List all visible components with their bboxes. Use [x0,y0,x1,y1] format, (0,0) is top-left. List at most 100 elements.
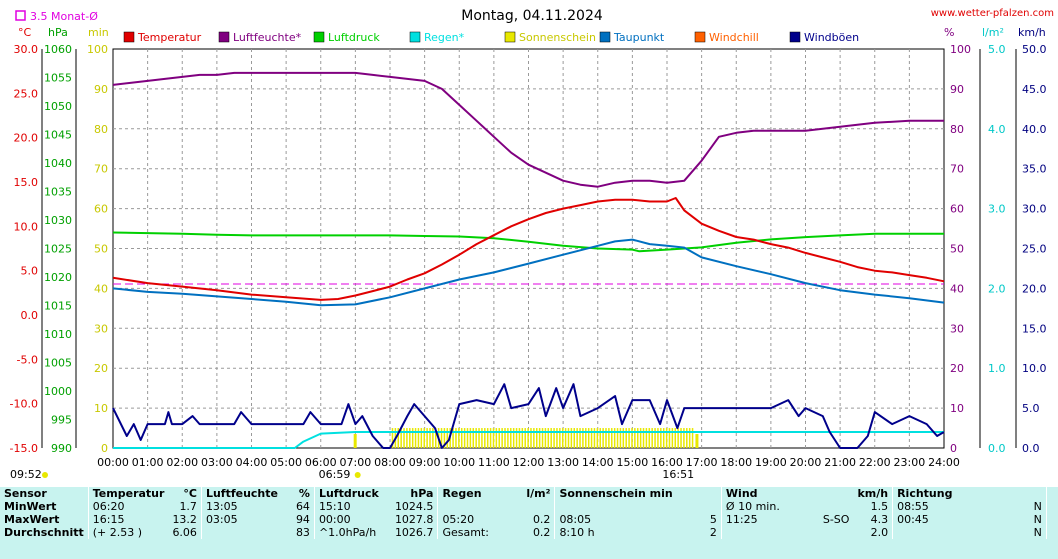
wind-tick-label: 5.0 [1022,402,1040,415]
sunshine-tick-label: 70 [94,163,108,176]
sunshine-bar [446,428,449,448]
sunshine-bar [680,428,682,448]
sunshine-bar [538,428,541,448]
humidity-tick-label: 100 [950,43,971,56]
x-tick-label: 16:00 [651,456,683,469]
sunshine-bar [636,428,639,448]
legend-label: Sonnenschein [519,31,596,44]
cell-t-time: (+ 2.53 ) [87,526,169,539]
x-tick-label: 12:00 [513,456,545,469]
sunshine-bar [631,428,633,448]
humidity-tick-label: 80 [950,123,964,136]
series-regen [113,431,944,449]
sunshine-bar [677,428,679,448]
sunshine-bar [495,428,498,448]
pressure-tick-label: 1015 [44,300,72,313]
sunshine-bar [564,428,567,448]
cell-t-val: 6.06 [172,526,197,539]
chart-title: Montag, 04.11.2024 [461,8,603,24]
sunshine-bar [504,428,506,448]
cell-label: MinWert [4,500,57,513]
cell-w-val: 4.3 [870,513,889,526]
sunshine-bar [686,428,688,448]
sunshine-bar [515,428,518,448]
sunshine-bar [561,428,564,448]
unit-temp: °C [18,26,32,39]
cell-p-val: 1024.5 [394,500,434,513]
sunshine-bar [579,428,581,448]
hdr-pressure-unit: hPa [410,487,434,500]
sunshine-bar [397,428,400,448]
monthly-avg-label: 3.5 Monat-Ø [30,10,98,23]
cell-h-val: 94 [295,513,310,526]
sunshine-bar [391,428,394,448]
sunshine-bar [411,428,414,448]
legend-swatch [694,31,706,43]
sunshine-bar [429,428,431,448]
pressure-tick-label: 1060 [44,43,72,56]
sunshine-bar [414,428,417,448]
sunshine-bar [518,428,521,448]
site-link: www.wetter-pfalzen.com [931,8,1054,19]
cell-label: MaxWert [4,513,60,526]
sunshine-tick-label: 80 [94,123,108,136]
sunshine-bar [501,428,503,448]
cell-d-time [892,526,1002,539]
pressure-tick-label: 1030 [44,214,72,227]
wind-tick-label: 15.0 [1022,322,1047,335]
cell-d-val: N [1033,500,1042,513]
temperature-tick-label: 25.0 [14,87,39,100]
rain-tick-label: 5.0 [988,43,1006,56]
sunshine-bar [536,428,538,448]
sunshine-bar [486,428,489,448]
hdr-rain: Regen [437,487,517,500]
cell-s-val [678,500,722,513]
x-tick-label: 05:00 [270,456,302,469]
temperature-tick-label: 30.0 [14,43,39,56]
temperature-tick-label: 20.0 [14,132,39,145]
x-tick-label: 04:00 [236,456,268,469]
sunrise-marker [353,434,357,448]
summary-row-avg: Durchschnitt (+ 2.53 ) 6.06 83 ^1.0hPa/h 1026… [0,526,1058,539]
x-tick-label: 00:00 [97,456,129,469]
sunshine-bar [435,428,437,448]
left-date-icon [42,472,48,478]
x-tick-label: 23:00 [894,456,926,469]
sunshine-bar [475,428,477,448]
sunshine-bar [602,428,604,448]
sunshine-bar [553,428,555,448]
x-tick-label: 11:00 [478,456,510,469]
cell-p-time: 15:10 [313,500,391,513]
pressure-tick-label: 1000 [44,385,72,398]
cell-t-val: 13.2 [172,513,197,526]
cell-w-dir: S-SO [822,513,850,526]
cell-s-time: 08:05 [554,513,678,526]
hdr-temperature: Temperatur [87,487,169,500]
cell-p-time: ^1.0hPa/h [313,526,391,539]
legend-swatch [218,31,230,43]
wind-tick-label: 25.0 [1022,243,1047,256]
pressure-tick-label: 990 [51,442,72,455]
cell-d-val: N [1033,526,1042,539]
sunshine-bar [613,428,616,448]
legend-label: Temperatur [137,31,202,44]
x-tick-label: 06:00 [305,456,337,469]
sunshine-bar [420,428,423,448]
wind-tick-label: 0.0 [1022,442,1040,455]
sunshine-bar [625,428,627,448]
cell-w-time: Ø 10 min. [720,500,807,513]
sunshine-bar [668,428,671,448]
hdr-humidity: Luftfeuchte [200,487,286,500]
unit-rain: l/m² [982,26,1004,39]
sunshine-bar [460,428,463,448]
wind-tick-label: 10.0 [1022,362,1047,375]
sunshine-bar [596,428,599,448]
sunshine-bar [611,428,613,448]
series-windböen [112,383,945,449]
legend-label: Luftfeuchte* [233,31,302,44]
cell-d-val: N [1033,513,1042,526]
pressure-tick-label: 1050 [44,100,72,113]
x-tick-label: 14:00 [582,456,614,469]
x-tick-label: 08:00 [374,456,406,469]
sunshine-bar [674,428,677,448]
